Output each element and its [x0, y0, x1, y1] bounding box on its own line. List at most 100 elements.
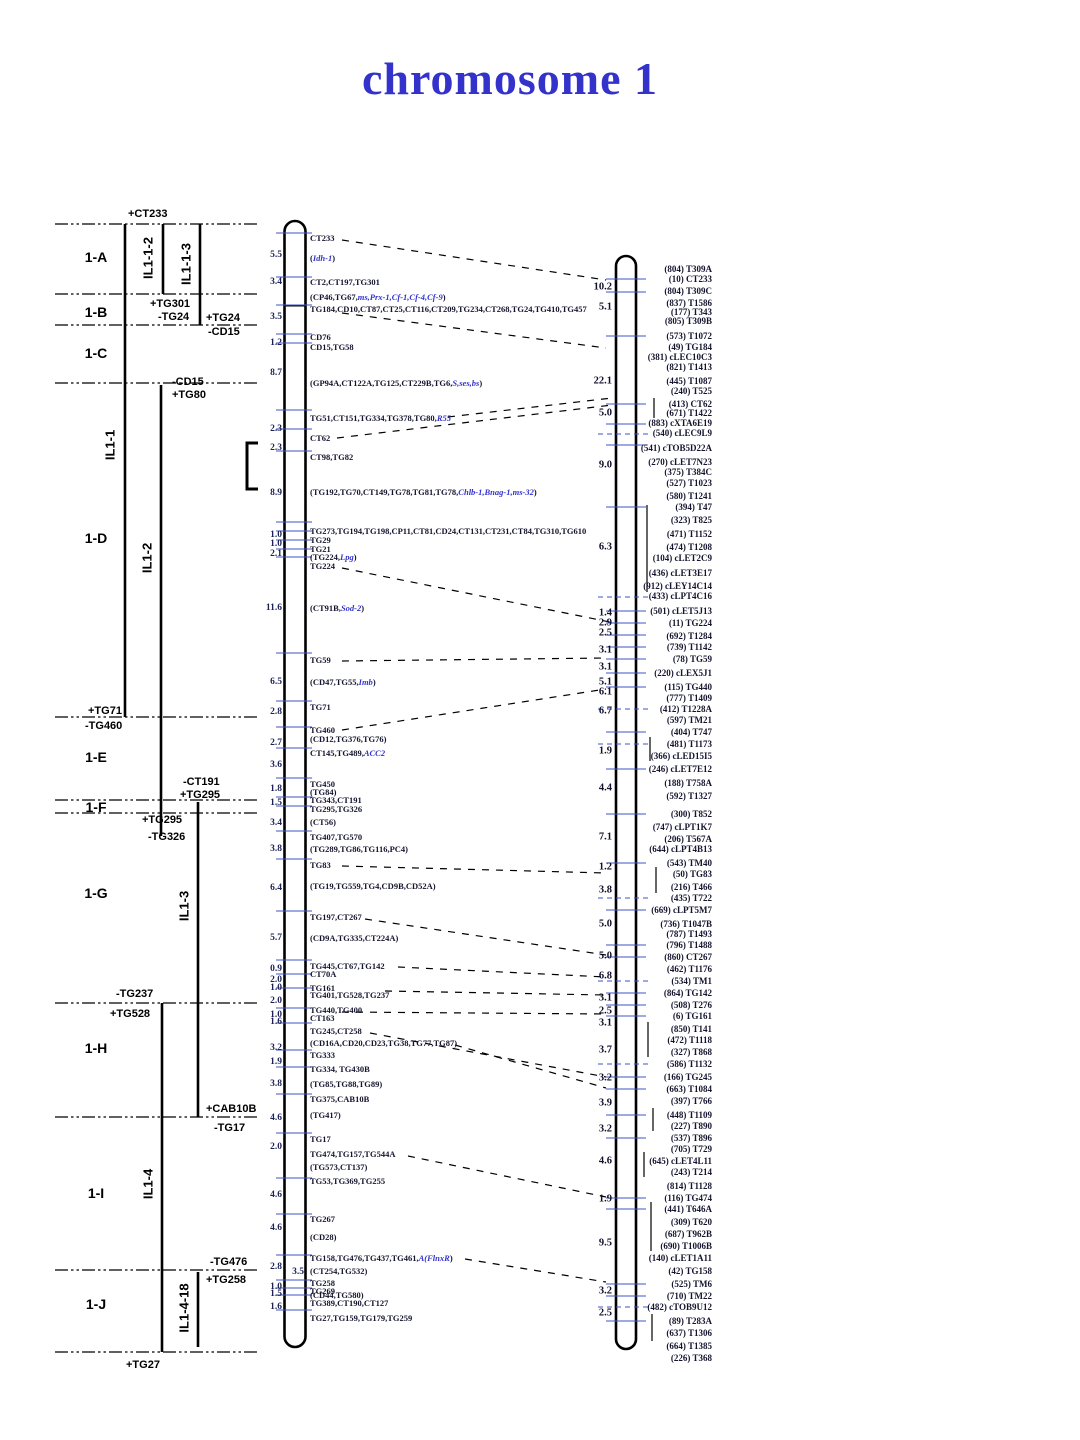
marker-names-close: )	[533, 487, 537, 497]
map-distance: 2.1	[270, 549, 282, 559]
marker-names: (TG192,TG70,CT149,TG78,TG81,TG78,	[310, 487, 459, 497]
map-distance: 1.5	[270, 798, 282, 808]
map-distance: 2.8	[270, 1262, 282, 1272]
marker-connector-line	[341, 567, 611, 623]
map-distance: 1.2	[598, 861, 612, 873]
map-distance: 1.0	[270, 539, 282, 549]
map-distance: 1.9	[598, 745, 612, 757]
map-distance: 2.5	[598, 1005, 612, 1017]
right-marker-label: (216) T466	[670, 882, 712, 892]
left-marker-row: TG375,CAB10B	[310, 1094, 369, 1104]
map-distance: 5.0	[598, 407, 612, 419]
marker-names: TG401,TG528,TG237	[310, 990, 390, 1000]
gene-names: S,ses,bs	[452, 378, 480, 388]
il-label: IL1-1	[102, 429, 118, 461]
marker-names: TG51,CT151,TG334,TG378,TG80,	[310, 413, 437, 423]
gene-names: Sod-2	[340, 603, 362, 613]
right-marker-label: (104) cLET2C9	[652, 553, 712, 563]
region-label: 1-H	[84, 1040, 108, 1056]
left-marker-row: TG245,CT258	[310, 1026, 362, 1036]
marker-names: TG21	[310, 544, 331, 554]
marker-names: TG440,TG400	[310, 1005, 363, 1015]
right-marker-label: (240) T525	[670, 386, 712, 396]
marker-names-close: )	[372, 677, 376, 687]
il-label: IL1-4-18	[176, 1283, 192, 1333]
map-distance: 2.9	[598, 617, 612, 629]
map-distance: 6.1	[598, 686, 612, 698]
left-marker-row: TG158,TG476,TG437,TG461,A(FlnxR)	[310, 1253, 453, 1263]
gene-names: Lpg	[340, 552, 354, 562]
right-marker-label: (805) T309B	[664, 316, 712, 326]
boundary-annotation: +TG27	[126, 1359, 160, 1371]
left-marker-row: (CT254,TG532)	[310, 1266, 367, 1276]
right-marker-label: (508) T276	[670, 1000, 712, 1010]
right-marker-label: (116) TG474	[664, 1193, 712, 1203]
marker-connector-line	[341, 657, 607, 662]
region-label: 1-E	[85, 749, 107, 765]
map-distance: 1.6	[270, 1302, 282, 1312]
boundary-annotation: -TG326	[148, 831, 186, 843]
right-marker-label: (796) T1488	[666, 940, 712, 950]
right-marker-label: (663) T1084	[666, 1084, 712, 1094]
map-distance: 1.9	[598, 1193, 612, 1205]
map-distance: 2.5	[598, 1307, 612, 1319]
right-marker-label: (413) CT62	[668, 399, 712, 409]
map-distance: 3.1	[598, 1017, 612, 1029]
right-marker-label: (462) T1176	[666, 964, 712, 974]
marker-names: TG460	[310, 725, 336, 735]
chromosome-bar-right	[614, 254, 638, 1351]
right-marker-label: (747) cLPT1K7	[652, 822, 712, 832]
map-distance: 4.6	[598, 1155, 612, 1167]
marker-names-close: )	[353, 552, 357, 562]
left-marker-row: CT233	[310, 233, 335, 243]
left-marker-row: TG450	[310, 779, 335, 789]
marker-names: TG445,CT67,TG142	[310, 961, 385, 971]
marker-names: TG407,TG570	[310, 832, 363, 842]
right-marker-label: (397) T766	[670, 1096, 712, 1106]
right-marker-label: (433) cLPT4C16	[648, 591, 712, 601]
map-distance: 2.7	[270, 738, 282, 748]
marker-names: (TG573,CT137)	[310, 1162, 368, 1172]
marker-names: TG245,CT258	[310, 1026, 362, 1036]
marker-names: TG343,CT191	[310, 795, 362, 805]
boundary-annotation: +TG295	[142, 814, 183, 826]
marker-names: TG224	[310, 561, 336, 571]
marker-names: (CD44,TG580)	[310, 1290, 364, 1300]
il-label: IL1-1-3	[178, 243, 194, 285]
right-marker-label: (541) cTOB5D22A	[640, 443, 712, 453]
right-marker-label: (6) TG161	[672, 1011, 712, 1021]
right-marker-label: (687) T962B	[664, 1229, 712, 1239]
boundary-annotation: -CT191	[183, 776, 220, 788]
right-marker-label: (89) T283A	[668, 1316, 712, 1326]
right-marker-label: (206) T567A	[664, 834, 712, 844]
marker-names: (TG19,TG559,TG4,CD9B,CD52A)	[310, 881, 436, 891]
map-distance: 1.0	[270, 530, 282, 540]
right-marker-label: (50) TG83	[672, 869, 712, 879]
marker-names: CT145,TG489,	[310, 748, 364, 758]
right-marker-label: (739) T1142	[666, 642, 712, 652]
boundary-annotation: +TG295	[180, 789, 221, 801]
right-marker-label: (472) T1118	[667, 1035, 712, 1045]
left-marker-row: TG184,CD10,CT87,CT25,CT116,CT209,TG234,C…	[310, 304, 587, 314]
left-marker-row: (GP94A,CT122A,TG125,CT229B,TG6,S,ses,bs)	[310, 378, 482, 388]
marker-names: TG258	[310, 1278, 336, 1288]
region-label: 1-C	[84, 345, 108, 361]
left-marker-row: TG197,CT267	[310, 912, 362, 922]
marker-names: CT163	[310, 1013, 335, 1023]
right-marker-label: (366) cLED15I5	[650, 751, 712, 761]
left-marker-row: (CT91B,Sod-2)	[310, 603, 364, 613]
marker-names: (CP46,TG67,	[310, 292, 358, 302]
boundary-annotation: +TG24	[206, 312, 240, 324]
marker-names: TG83	[310, 860, 331, 870]
right-marker-label: (814) T1128	[666, 1181, 712, 1191]
left-marker-row: (CD28)	[310, 1232, 336, 1242]
left-marker-row: TG445,CT67,TG142	[310, 961, 385, 971]
gene-names: ACC2	[363, 748, 386, 758]
left-marker-row: TG440,TG400	[310, 1005, 362, 1015]
map-distance: 4.6	[270, 1190, 282, 1200]
right-marker-label: (637) T1306	[666, 1328, 712, 1338]
marker-names: TG389,CT190,CT127	[310, 1298, 389, 1308]
marker-names: TG29	[310, 535, 331, 545]
map-distance: 8.7	[270, 368, 282, 378]
map-distance: 8.9	[270, 488, 282, 498]
